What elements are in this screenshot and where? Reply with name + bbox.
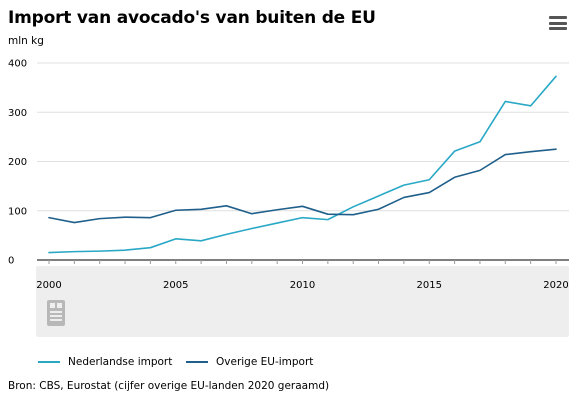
series-line-1[interactable]: [48, 75, 557, 254]
y-tick-label: 400: [8, 59, 27, 70]
x-axis: [48, 260, 557, 264]
legend-item-nederlandse-import[interactable]: Nederlandse import: [38, 356, 172, 368]
legend-swatch: [38, 361, 60, 363]
y-tick-label: 300: [8, 108, 27, 119]
x-tick-label: 2015: [417, 280, 442, 291]
hamburger-menu-icon[interactable]: [549, 16, 567, 32]
legend-label: Overige EU-import: [216, 356, 314, 368]
legend-swatch: [186, 361, 208, 363]
chart-series: [48, 75, 557, 254]
x-tick-label: 2020: [543, 280, 568, 291]
source-note: Bron: CBS, Eurostat (cijfer overige EU-l…: [8, 380, 330, 392]
x-tick-label: 2010: [290, 280, 315, 291]
y-axis-ticks: 0 100 200 300 400: [8, 59, 27, 267]
series-line-2[interactable]: [48, 148, 557, 224]
y-tick-label: 0: [8, 256, 14, 267]
chart-grid: [37, 62, 569, 261]
x-tick-label: 2005: [163, 280, 188, 291]
chart-title: Import van avocado's van buiten de EU: [8, 8, 376, 28]
cbs-logo-icon: [47, 300, 65, 326]
x-axis-ticks: 2000 2005 2010 2015 2020: [36, 280, 568, 291]
navigator-panel: [36, 266, 569, 337]
legend-label: Nederlandse import: [68, 356, 173, 368]
y-axis-unit-label: mln kg: [8, 35, 44, 47]
legend-item-overige-eu-import[interactable]: Overige EU-import: [186, 356, 313, 368]
y-tick-label: 200: [8, 157, 27, 168]
x-tick-label: 2000: [36, 280, 61, 291]
y-tick-label: 100: [8, 206, 27, 217]
